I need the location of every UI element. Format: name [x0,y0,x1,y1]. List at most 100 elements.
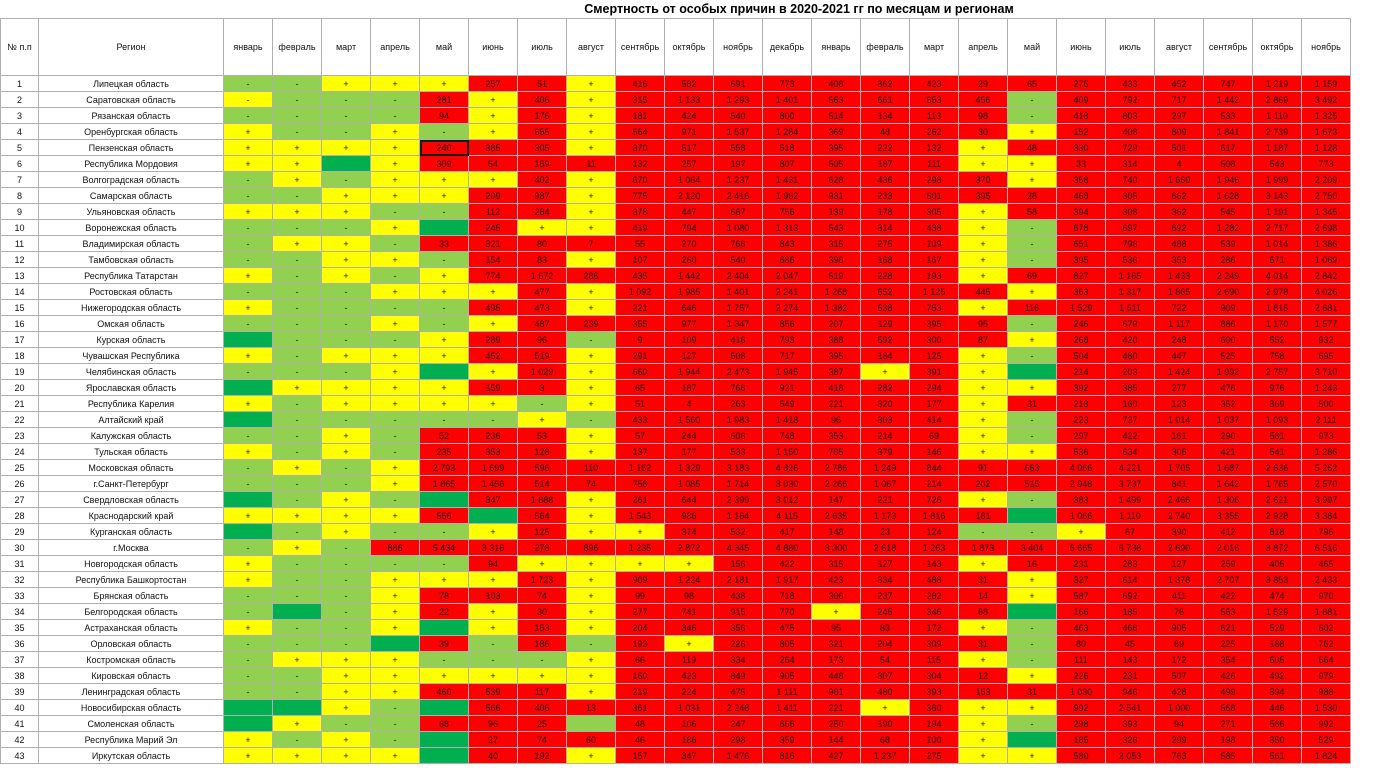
region-cell[interactable]: Алтайский край [38,411,224,428]
value-cell[interactable] [223,331,273,348]
value-cell[interactable]: + [370,315,420,332]
value-cell[interactable]: 1 345 [1301,203,1351,220]
value-cell[interactable]: + [321,203,371,220]
value-cell[interactable]: 387 [811,363,861,380]
value-cell[interactable]: 931 [811,187,861,204]
value-cell[interactable]: 1 537 [713,123,763,140]
value-cell[interactable]: 617 [1203,139,1253,156]
row-number-cell[interactable]: 5 [0,139,39,156]
value-cell[interactable]: 408 [811,75,861,92]
value-cell[interactable]: - [1007,651,1057,668]
value-cell[interactable]: + [566,91,616,108]
value-cell[interactable]: 113 [909,107,959,124]
value-cell[interactable]: 508 [713,347,763,364]
value-cell[interactable]: 849 [713,667,763,684]
region-cell[interactable]: Ярославская область [38,379,224,396]
value-cell[interactable]: - [223,235,273,252]
value-cell[interactable]: 148 [811,523,861,540]
value-cell[interactable]: 298 [1056,715,1106,732]
value-cell[interactable]: - [321,107,371,124]
value-cell[interactable]: - [321,635,371,652]
region-cell[interactable]: Саратовская область [38,91,224,108]
value-cell[interactable]: 395 [811,347,861,364]
value-cell[interactable]: 466 [1105,619,1155,636]
value-cell[interactable]: 409 [1056,91,1106,108]
value-cell[interactable]: + [321,667,371,684]
value-cell[interactable]: 110 [566,459,616,476]
value-cell[interactable]: 379 [860,443,910,460]
value-cell[interactable]: + [468,667,518,684]
value-cell[interactable]: 646 [664,299,714,316]
value-cell[interactable]: 452 [1154,75,1204,92]
value-cell[interactable]: 536 [1105,251,1155,268]
value-cell[interactable]: 297 [1056,427,1106,444]
value-cell[interactable]: 740 [1105,171,1155,188]
value-cell[interactable]: 533 [713,443,763,460]
value-cell[interactable]: 1 815 [1252,299,1302,316]
value-cell[interactable]: 4 880 [762,539,812,556]
value-cell[interactable]: 159 [517,155,567,172]
region-cell[interactable]: Пензенская область [38,139,224,156]
value-cell[interactable]: 173 [811,651,861,668]
value-cell[interactable]: - [370,427,420,444]
value-cell[interactable]: 306 [1154,443,1204,460]
value-cell[interactable]: 4 221 [1105,459,1155,476]
value-cell[interactable]: 30 [517,603,567,620]
value-cell[interactable]: 353 [811,427,861,444]
value-cell[interactable]: - [321,459,371,476]
value-cell[interactable]: 31 [958,635,1008,652]
value-cell[interactable]: - [370,299,420,316]
value-cell[interactable]: 231 [1056,555,1106,572]
value-cell[interactable]: - [321,299,371,316]
value-cell[interactable]: - [272,683,322,700]
value-cell[interactable] [468,507,518,524]
value-cell[interactable]: 6 665 [1056,539,1106,556]
value-cell[interactable]: 1 824 [1301,747,1351,764]
value-cell[interactable]: - [272,363,322,380]
value-cell[interactable]: + [566,651,616,668]
value-cell[interactable]: 95 [811,619,861,636]
value-cell[interactable]: - [370,91,420,108]
value-cell[interactable]: 500 [1301,395,1351,412]
value-cell[interactable]: 193 [909,267,959,284]
value-cell[interactable]: - [223,91,273,108]
value-cell[interactable]: 221 [811,395,861,412]
value-cell[interactable]: 1 080 [713,219,763,236]
value-cell[interactable]: - [272,667,322,684]
value-cell[interactable]: 60 [566,731,616,748]
value-cell[interactable]: 277 [615,603,665,620]
region-cell[interactable]: Республика Мордовия [38,155,224,172]
region-cell[interactable]: Костромская область [38,651,224,668]
value-cell[interactable]: + [370,667,420,684]
value-cell[interactable]: 663 [1007,459,1057,476]
value-cell[interactable]: + [566,443,616,460]
value-cell[interactable]: - [419,251,469,268]
value-cell[interactable]: 1 092 [615,283,665,300]
value-cell[interactable]: 2 241 [762,283,812,300]
value-cell[interactable]: - [370,731,420,748]
row-number-cell[interactable]: 6 [0,155,39,172]
value-cell[interactable]: - [223,283,273,300]
value-cell[interactable]: 536 [1056,443,1106,460]
value-cell[interactable]: 428 [1154,683,1204,700]
value-cell[interactable]: 435 [615,267,665,284]
row-number-cell[interactable]: 29 [0,523,39,540]
value-cell[interactable]: - [321,123,371,140]
value-cell[interactable]: 4 115 [762,507,812,524]
value-cell[interactable]: 2 266 [811,475,861,492]
value-cell[interactable]: 68 [860,731,910,748]
value-cell[interactable]: 816 [762,747,812,764]
value-cell[interactable]: 356 [713,619,763,636]
value-cell[interactable]: 518 [762,139,812,156]
value-cell[interactable]: 12 [958,667,1008,684]
row-number-cell[interactable]: 39 [0,683,39,700]
value-cell[interactable]: 970 [1301,587,1351,604]
value-cell[interactable]: - [566,635,616,652]
value-cell[interactable]: 564 [615,123,665,140]
value-cell[interactable]: 137 [615,443,665,460]
value-cell[interactable]: 460 [419,683,469,700]
value-cell[interactable]: 1 243 [1301,379,1351,396]
value-cell[interactable]: 741 [664,603,714,620]
value-cell[interactable]: 809 [1154,123,1204,140]
value-cell[interactable]: 176 [517,107,567,124]
